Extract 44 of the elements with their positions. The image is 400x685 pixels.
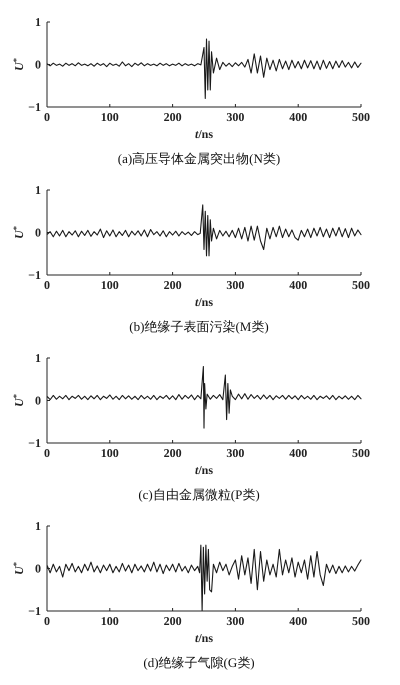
x-axis-title: t/ns [194, 127, 214, 141]
x-tick-label: 300 [226, 110, 244, 124]
x-tick-label: 500 [352, 110, 370, 124]
x-tick-label: 0 [44, 278, 50, 292]
x-tick-label: 200 [164, 278, 182, 292]
x-tick-label: 300 [226, 446, 244, 460]
x-tick-label: 400 [289, 110, 308, 124]
y-tick-label: 1 [35, 519, 41, 533]
text: (c)自由金属微粒(P类) [138, 487, 260, 502]
x-tick-label: 100 [100, 446, 119, 460]
x-tick-label: 200 [164, 110, 182, 124]
x-axis-title: t/ns [194, 463, 214, 477]
x-tick-label: 100 [100, 278, 119, 292]
x-axis-title: t/ns [194, 631, 214, 645]
y-tick-label: −1 [28, 436, 41, 450]
x-tick-label: 500 [352, 446, 370, 460]
x-tick-label: 400 [289, 446, 308, 460]
y-tick-label: −1 [28, 268, 41, 282]
y-tick-label: 1 [35, 183, 41, 197]
x-tick-label: 100 [100, 614, 119, 628]
text: (d)绝缘子气隙(G类) [143, 655, 255, 670]
y-tick-label: 0 [35, 58, 41, 72]
x-tick-label: 0 [44, 110, 50, 124]
x-tick-label: 300 [226, 278, 244, 292]
y-tick-label: 0 [35, 562, 41, 576]
y-tick-label: 1 [35, 351, 41, 365]
y-tick-label: 0 [35, 226, 41, 240]
x-tick-label: 100 [100, 110, 119, 124]
x-tick-label: 0 [44, 614, 50, 628]
x-tick-label: 200 [164, 614, 182, 628]
x-tick-label: 0 [44, 446, 50, 460]
y-tick-label: 1 [35, 15, 41, 29]
x-tick-label: 300 [226, 614, 244, 628]
text: (b)绝缘子表面污染(M类) [129, 319, 269, 334]
x-tick-label: 200 [164, 446, 182, 460]
x-tick-label: 400 [289, 278, 308, 292]
x-tick-label: 400 [289, 614, 308, 628]
text: (a)高压导体金属突出物(N类) [118, 151, 280, 166]
x-tick-label: 500 [352, 278, 370, 292]
y-tick-label: 0 [35, 394, 41, 408]
y-tick-label: −1 [28, 604, 41, 618]
x-axis-title: t/ns [194, 295, 214, 309]
y-tick-label: −1 [28, 100, 41, 114]
x-tick-label: 500 [352, 614, 370, 628]
